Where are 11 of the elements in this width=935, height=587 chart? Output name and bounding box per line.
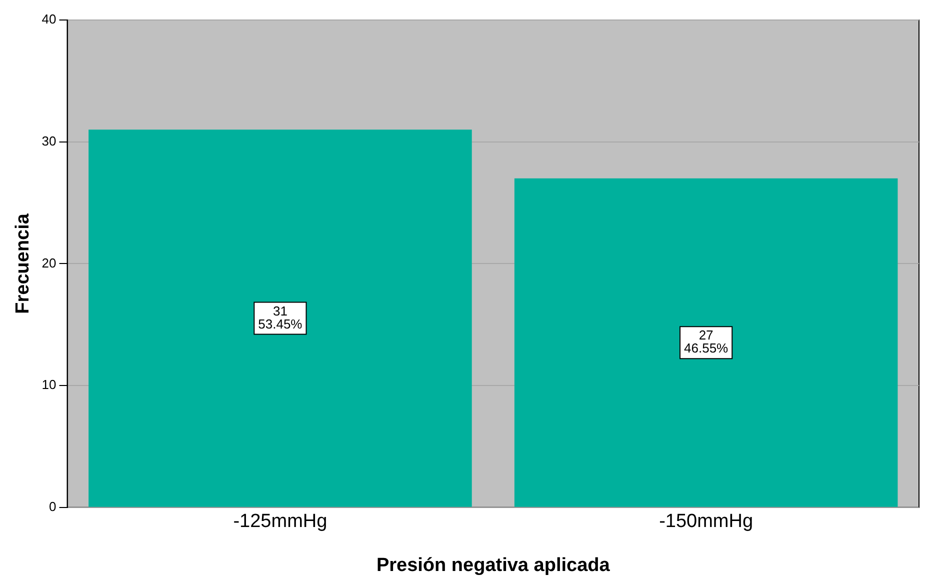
y-tick-label: 0 <box>49 498 56 514</box>
x-tick-label: -150mmHg <box>659 511 754 532</box>
y-tick-label: 30 <box>42 133 56 148</box>
x-tick-label: -125mmHg <box>233 511 328 532</box>
data-label: 31 53.45% <box>258 303 303 332</box>
x-axis-title: Presión negativa aplicada <box>376 554 610 576</box>
data-label: 27 46.55% <box>684 328 729 356</box>
y-tick-label: 40 <box>42 12 56 27</box>
y-tick-label: 10 <box>42 377 56 392</box>
y-tick-label: 20 <box>42 255 56 270</box>
y-axis-title: Frecuencia <box>12 213 34 314</box>
